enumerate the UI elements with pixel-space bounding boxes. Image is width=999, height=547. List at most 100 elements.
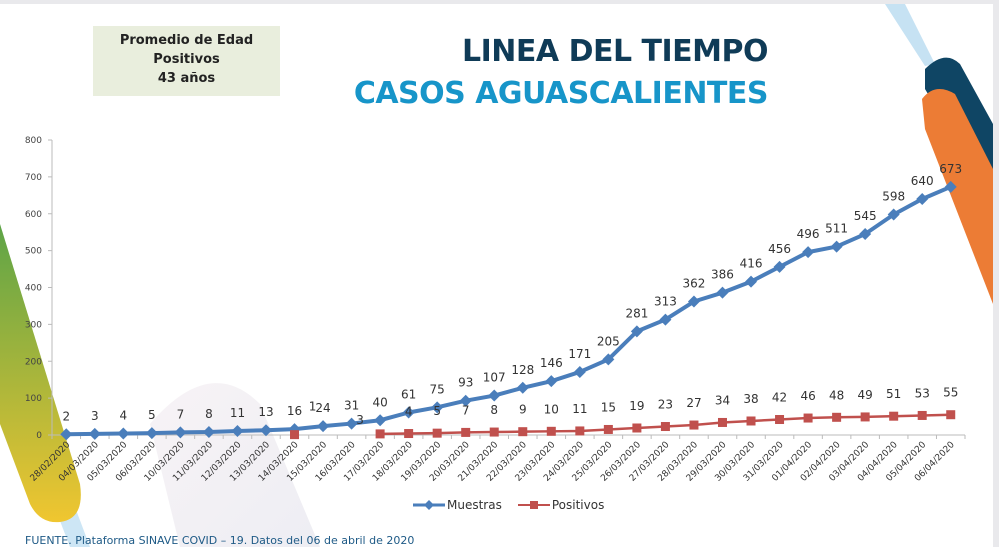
data-label-muestras: 7 xyxy=(177,407,185,421)
legend-item-muestras: Muestras xyxy=(413,498,502,512)
data-label-positivos: 5 xyxy=(433,404,441,418)
data-label-positivos: 23 xyxy=(658,398,673,412)
data-label-positivos: 4 xyxy=(405,405,413,419)
data-point-positivos xyxy=(290,430,300,440)
data-point-positivos xyxy=(860,412,870,422)
data-point-positivos xyxy=(832,412,842,422)
left-green-yellow-stripe xyxy=(0,224,81,523)
data-point-muestras xyxy=(659,313,672,326)
title-line-2: CASOS AGUASCALIENTES xyxy=(353,76,769,111)
data-point-positivos xyxy=(803,413,813,423)
decoration xyxy=(0,4,993,547)
data-label-muestras: 2 xyxy=(62,409,70,423)
slide: Promedio de Edad Positivos 43 años LINEA… xyxy=(0,4,993,547)
data-point-positivos xyxy=(689,420,699,430)
data-point-positivos xyxy=(746,416,756,426)
data-label-muestras: 93 xyxy=(458,376,473,390)
data-label-muestras: 640 xyxy=(911,174,934,188)
average-age-box: Promedio de Edad Positivos 43 años xyxy=(93,26,280,96)
data-point-muestras xyxy=(60,428,73,441)
data-point-positivos xyxy=(432,428,442,438)
data-label-muestras: 146 xyxy=(540,356,563,370)
data-point-muestras xyxy=(545,375,558,388)
data-point-positivos xyxy=(775,415,785,425)
data-label-muestras: 4 xyxy=(120,409,128,423)
data-point-muestras xyxy=(402,406,415,419)
data-label-muestras: 107 xyxy=(483,371,506,385)
data-label-muestras: 511 xyxy=(825,222,848,236)
data-label-muestras: 673 xyxy=(939,162,962,176)
data-label-positivos: 55 xyxy=(943,386,958,400)
data-point-muestras xyxy=(145,427,158,440)
data-point-muestras xyxy=(231,424,244,437)
data-label-muestras: 598 xyxy=(882,189,905,203)
data-point-muestras xyxy=(773,260,786,273)
data-point-positivos xyxy=(632,423,642,433)
data-point-muestras xyxy=(916,193,929,205)
right-light-stripe xyxy=(885,4,935,66)
data-label-muestras: 75 xyxy=(430,382,445,396)
y-tick-label: 700 xyxy=(25,173,42,183)
legend-muestras-marker-icon xyxy=(413,500,445,510)
data-point-positivos xyxy=(717,417,727,427)
data-point-muestras xyxy=(859,228,872,241)
y-tick-label: 400 xyxy=(25,284,42,294)
data-label-positivos: 34 xyxy=(715,393,730,407)
title-line-1: LINEA DEL TIEMPO xyxy=(462,34,768,69)
data-point-muestras xyxy=(174,426,187,439)
y-tick-label: 800 xyxy=(25,136,42,146)
data-point-muestras xyxy=(830,240,843,253)
data-label-positivos: 11 xyxy=(572,402,587,416)
data-label-muestras: 61 xyxy=(401,388,416,402)
data-point-muestras xyxy=(117,427,130,440)
y-tick-label: 0 xyxy=(36,431,42,441)
data-point-muestras xyxy=(88,427,101,440)
series-line-muestras xyxy=(66,184,952,437)
data-point-positivos xyxy=(946,410,956,420)
data-label-muestras: 8 xyxy=(205,407,213,421)
data-point-positivos xyxy=(917,410,927,420)
data-point-muestras xyxy=(431,401,444,414)
data-point-positivos xyxy=(546,426,556,436)
y-tick-label: 500 xyxy=(25,247,42,257)
data-label-muestras: 40 xyxy=(372,395,387,409)
source-footer: FUENTE. Plataforma SINAVE COVID – 19. Da… xyxy=(25,534,415,547)
average-age-value: 43 años xyxy=(157,71,216,86)
data-point-positivos xyxy=(404,429,414,439)
legend: Muestras Positivos xyxy=(413,498,604,512)
data-label-muestras: 205 xyxy=(597,334,620,348)
y-tick-label: 100 xyxy=(25,394,42,404)
legend-item-positivos: Positivos xyxy=(517,498,604,512)
average-age-sublabel: Positivos xyxy=(153,52,220,67)
data-point-positivos xyxy=(518,427,528,437)
data-point-positivos xyxy=(603,424,613,434)
data-label-muestras: 456 xyxy=(768,242,791,256)
data-label-muestras: 13 xyxy=(258,405,273,419)
data-point-positivos xyxy=(660,422,670,432)
data-label-positivos: 8 xyxy=(490,403,498,417)
data-point-muestras xyxy=(202,426,215,439)
data-point-muestras xyxy=(374,414,387,427)
data-point-muestras xyxy=(887,208,900,221)
data-label-muestras: 313 xyxy=(654,295,677,309)
data-label-positivos: 42 xyxy=(772,391,787,405)
data-label-positivos: 27 xyxy=(686,396,701,410)
data-label-positivos: 38 xyxy=(743,392,758,406)
data-label-positivos: 15 xyxy=(601,400,616,414)
data-label-positivos: 7 xyxy=(462,403,470,417)
data-label-muestras: 128 xyxy=(511,363,534,377)
y-tick-label: 300 xyxy=(25,320,42,330)
data-label-muestras: 362 xyxy=(683,277,706,291)
data-label-muestras: 3 xyxy=(91,409,99,423)
average-age-label: Promedio de Edad xyxy=(119,33,254,48)
data-label-muestras: 386 xyxy=(711,268,734,282)
data-point-muestras xyxy=(944,180,957,193)
data-point-muestras xyxy=(259,424,272,437)
line-chart: 010020030040050060070080028/02/202004/03… xyxy=(25,136,966,484)
data-label-positivos: 53 xyxy=(915,386,930,400)
data-label-muestras: 5 xyxy=(148,408,156,422)
data-label-muestras: 281 xyxy=(625,306,648,320)
data-point-positivos xyxy=(461,427,471,437)
legend-positivos-marker-icon xyxy=(517,501,550,509)
data-point-muestras xyxy=(317,420,330,433)
